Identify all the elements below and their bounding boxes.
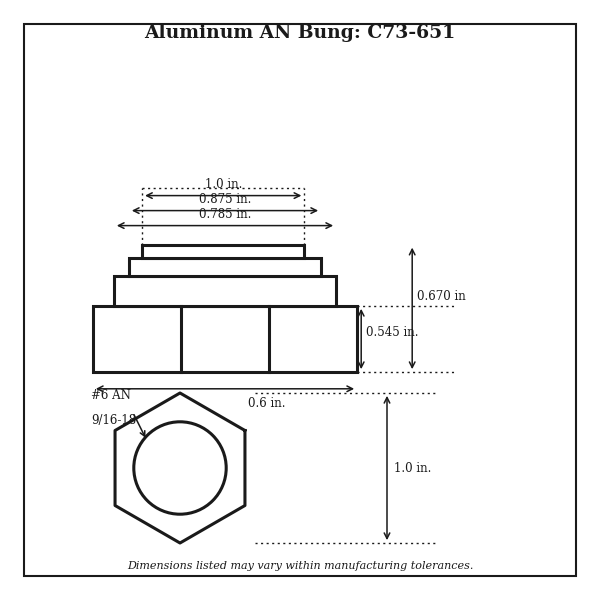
Text: 0.545 in.: 0.545 in. [366, 326, 419, 340]
Text: 0.875 in.: 0.875 in. [199, 193, 251, 206]
Bar [129, 258, 321, 276]
Text: 1.0 in.: 1.0 in. [394, 461, 431, 475]
Text: 0.785 in.: 0.785 in. [199, 208, 251, 221]
Text: 9/16-18: 9/16-18 [91, 414, 136, 427]
Text: #6 AN: #6 AN [91, 389, 131, 402]
Text: 0.6 in.: 0.6 in. [248, 397, 286, 410]
Text: Aluminum AN Bung: C73-651: Aluminum AN Bung: C73-651 [145, 24, 455, 42]
Bar [114, 276, 336, 306]
Bar [142, 245, 304, 258]
Bar [93, 306, 357, 372]
Text: Dimensions listed may vary within manufacturing tolerances.: Dimensions listed may vary within manufa… [127, 561, 473, 571]
Text: 0.670 in: 0.670 in [417, 290, 466, 303]
Text: 1.0 in.: 1.0 in. [205, 178, 242, 191]
